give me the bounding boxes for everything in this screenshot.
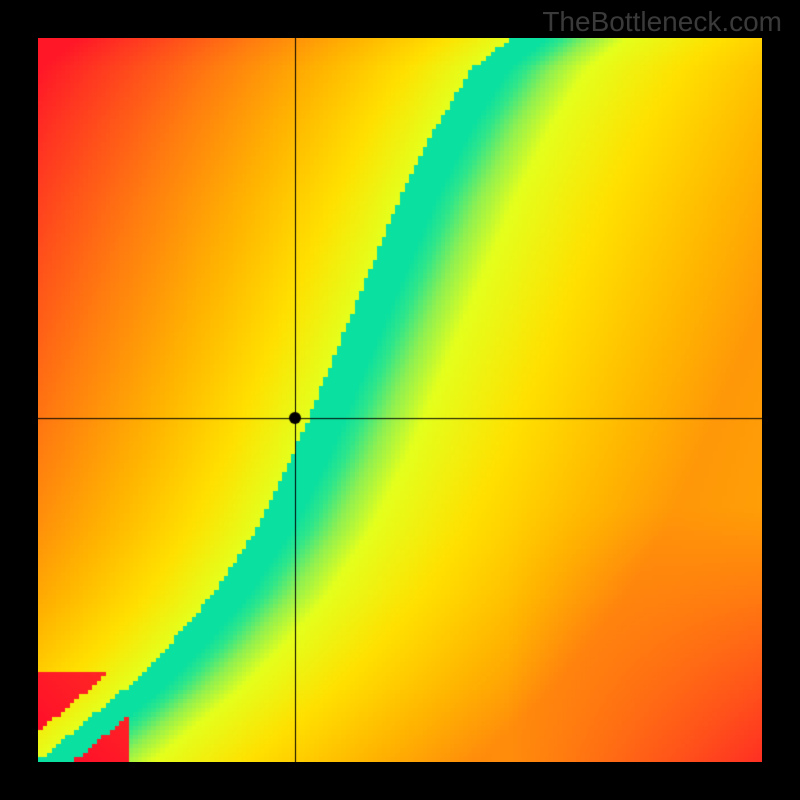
heatmap-canvas	[38, 38, 762, 762]
heatmap-plot	[38, 38, 762, 762]
chart-container: TheBottleneck.com	[0, 0, 800, 800]
watermark-text: TheBottleneck.com	[542, 6, 782, 38]
